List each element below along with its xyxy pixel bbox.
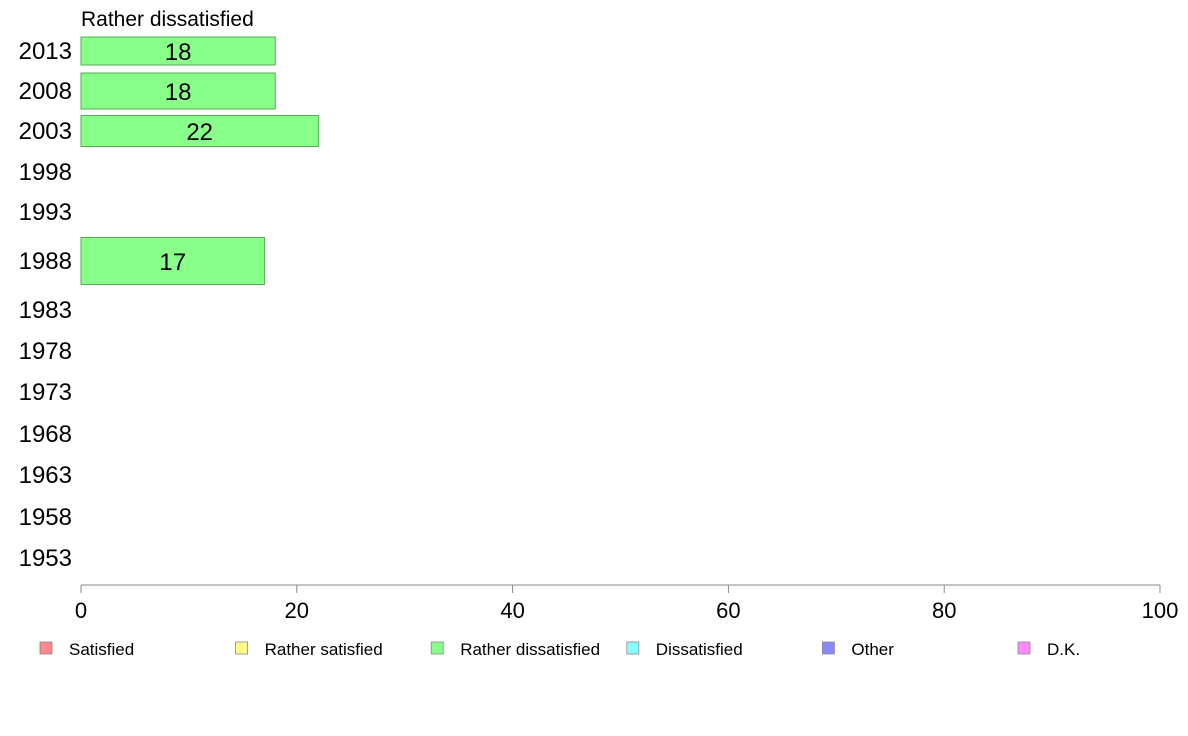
legend-swatch: [626, 641, 640, 655]
bar-value-label: 22: [186, 119, 213, 146]
legend-label: Rather dissatisfied: [460, 640, 600, 659]
legend-label: Rather satisfied: [265, 640, 383, 659]
legend-swatch: [235, 641, 249, 655]
x-tick-label: 100: [1142, 598, 1179, 623]
legend-label: Other: [851, 640, 894, 659]
legend-swatch: [822, 641, 835, 655]
bar-value-label: 18: [165, 39, 192, 66]
bar: [80, 115, 319, 147]
y-tick-label: 1983: [19, 297, 72, 324]
y-tick-label: 1993: [19, 199, 72, 226]
x-axis: 0 20 40 60 80 100: [75, 584, 1179, 623]
y-tick-label: 1998: [19, 159, 72, 186]
legend-label: Satisfied: [69, 640, 134, 659]
bar: [80, 237, 265, 285]
bar: [80, 72, 276, 110]
y-tick-label: 1963: [19, 462, 72, 489]
bar-value-label: 18: [165, 79, 192, 106]
y-tick-label: 1988: [19, 248, 72, 275]
y-tick-label: 1968: [19, 421, 72, 448]
bar-value-label: 17: [159, 249, 186, 276]
legend: Satisfied Rather satisfied Rather dissatis…: [39, 640, 1080, 659]
y-tick-label: 2008: [19, 78, 72, 105]
y-tick-label: 2013: [19, 38, 72, 65]
legend-swatch: [430, 641, 444, 655]
legend-swatch: [39, 641, 53, 655]
x-tick-label: 80: [932, 598, 956, 623]
chart-title: Rather dissatisfied: [81, 8, 254, 31]
y-axis-labels: 2013 2008 2003 1998 1993 1988 1983 1978 1973 1968…: [19, 38, 72, 572]
bars-group: 18 18 22 17: [80, 36, 319, 285]
x-tick-label: 40: [500, 598, 524, 623]
legend-label: D.K.: [1047, 640, 1080, 659]
legend-label: Dissatisfied: [656, 640, 743, 659]
y-tick-label: 1953: [19, 545, 72, 572]
y-tick-label: 2003: [19, 118, 72, 145]
x-tick-label: 60: [716, 598, 740, 623]
legend-swatch: [1017, 641, 1031, 655]
x-tick-label: 20: [285, 598, 309, 623]
y-tick-label: 1978: [19, 338, 72, 365]
y-tick-label: 1958: [19, 504, 72, 531]
x-tick-label: 0: [75, 598, 87, 623]
bar: [80, 36, 276, 66]
y-tick-label: 1973: [19, 379, 72, 406]
